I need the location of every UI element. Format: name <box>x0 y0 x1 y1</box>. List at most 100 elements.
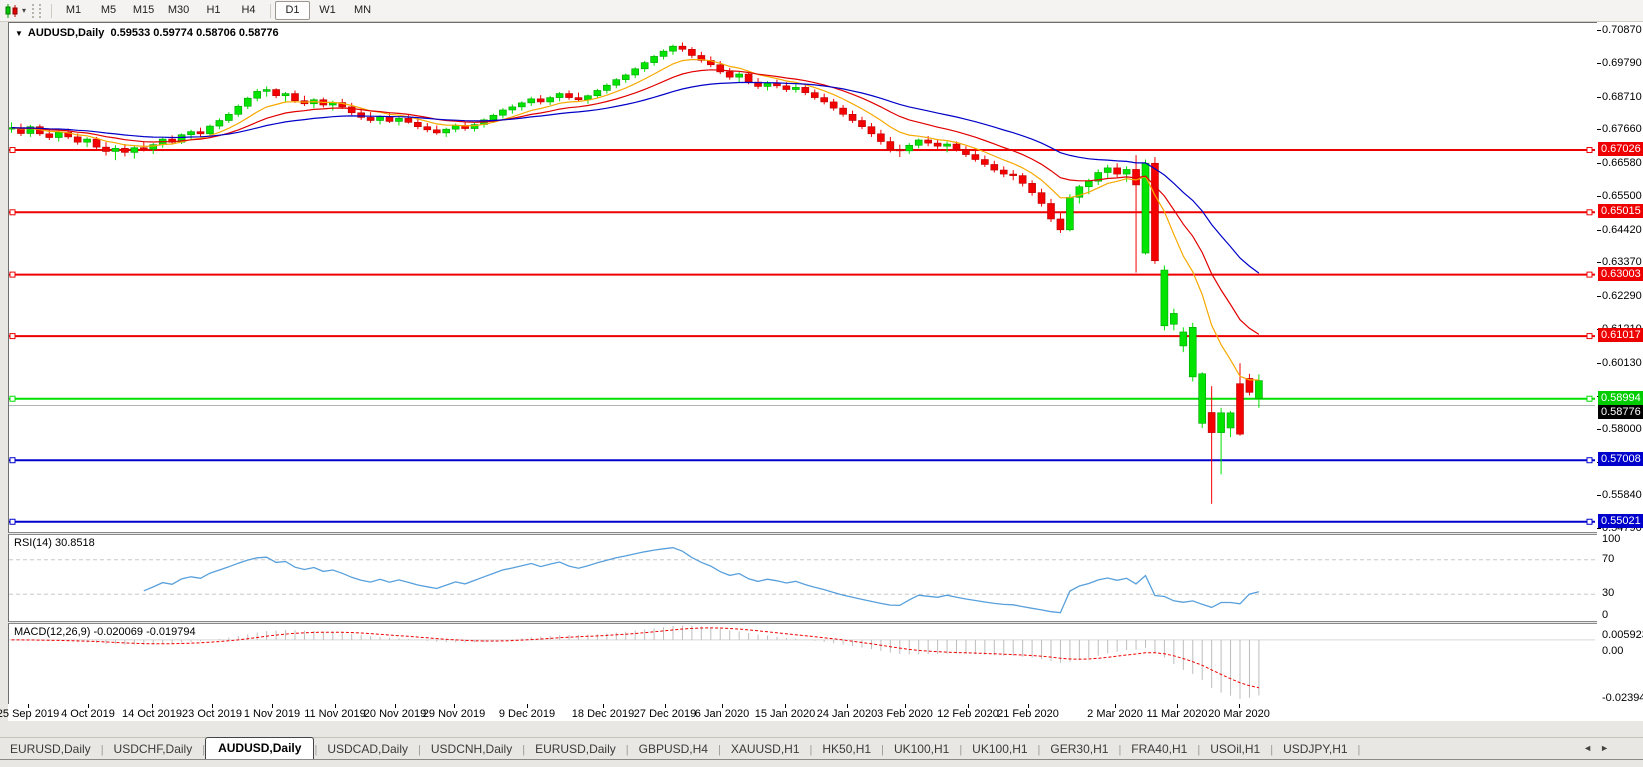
tab-hk50-h1[interactable]: HK50,H1 <box>822 742 872 756</box>
price-tick <box>1597 30 1601 32</box>
tab-separator: | <box>717 744 721 756</box>
line-anchor[interactable] <box>9 518 16 525</box>
chart-title: ▼ AUDUSD,Daily 0.59533 0.59774 0.58706 0.… <box>15 27 279 39</box>
line-anchor[interactable] <box>1586 209 1593 216</box>
line-anchor[interactable] <box>1586 457 1593 464</box>
main-chart-panel[interactable]: ▼ AUDUSD,Daily 0.59533 0.59774 0.58706 0.… <box>8 22 1598 533</box>
top-toolbar: ▾ M1 M5 M15 M30 H1 H4 D1 W1 MN <box>0 0 1643 22</box>
tab-separator: | <box>881 744 884 756</box>
price-axis-label: 0.64420 <box>1602 223 1642 236</box>
rsi-axis-label: 70 <box>1602 552 1615 565</box>
date-label: 15 Jan 2020 <box>754 708 816 720</box>
date-label: 20 Nov 2019 <box>363 708 427 720</box>
tab-gbpusd-h4[interactable]: GBPUSD,H4 <box>638 742 708 756</box>
timeframe-button-h1[interactable]: H1 <box>206 4 221 16</box>
macd-label: MACD(12,26,9) -0.020069 -0.019794 <box>14 626 196 638</box>
tab-usoil-h1[interactable]: USOil,H1 <box>1210 742 1261 756</box>
tab-ger30-h1[interactable]: GER30,H1 <box>1050 742 1109 756</box>
date-label: 11 Nov 2019 <box>304 708 366 720</box>
chart-candles-icon[interactable] <box>3 3 21 18</box>
line-anchor[interactable] <box>1586 147 1593 154</box>
date-label: 25 Sep 2019 <box>0 708 60 720</box>
macd-axis-label: -0.023944 <box>1602 692 1643 704</box>
price-tick <box>1597 527 1601 529</box>
current-price-badge: 0.58776 <box>1598 404 1643 419</box>
timeframe-button-mn[interactable]: MN <box>353 4 372 16</box>
chevron-down-icon[interactable]: ▾ <box>22 6 27 15</box>
tab-xauusd-h1[interactable]: XAUUSD,H1 <box>730 742 800 756</box>
toolbar-separator <box>51 3 53 18</box>
tab-uk100-h1[interactable]: UK100,H1 <box>972 742 1028 756</box>
tab-separator: | <box>809 744 813 756</box>
price-badge-0.58994: 0.58994 <box>1598 390 1643 405</box>
toolbar-separator <box>270 3 272 18</box>
price-axis-label: 0.65500 <box>1602 190 1642 203</box>
line-anchor[interactable] <box>1586 271 1593 278</box>
line-anchor[interactable] <box>1586 395 1593 402</box>
price-axis-label: 0.67660 <box>1602 123 1642 136</box>
rsi-panel[interactable]: RSI(14) 30.8518 <box>8 534 1598 622</box>
tab-scroll-right-icon[interactable]: ► <box>1600 743 1617 753</box>
time-axis[interactable]: 25 Sep 2019 4 Oct 2019 14 Oct 2019 23 Oct 2… <box>0 704 1643 721</box>
tab-eurusd-daily[interactable]: EURUSD,Daily <box>535 742 616 756</box>
date-label: 11 Mar 2020 <box>1146 708 1208 720</box>
rsi-line <box>143 547 1260 614</box>
date-label: 6 Jan 2020 <box>694 708 750 720</box>
price-axis[interactable]: 0.70870 0.69790 0.68710 0.67660 0.66580 0.655… <box>1597 22 1643 704</box>
line-anchor[interactable] <box>1586 518 1593 525</box>
date-tick <box>454 704 455 708</box>
tab-usdchf-daily[interactable]: USDCHF,Daily <box>113 742 193 756</box>
macd-panel[interactable]: MACD(12,26,9) -0.020069 -0.019794 <box>8 623 1598 705</box>
tab-uk100-h1[interactable]: UK100,H1 <box>893 742 950 756</box>
timeframe-button-m30[interactable]: M30 <box>167 4 190 16</box>
rsi-label: RSI(14) 30.8518 <box>14 537 95 549</box>
tab-separator: | <box>100 744 104 756</box>
rsi-axis-label: 30 <box>1602 587 1615 600</box>
line-anchor[interactable] <box>9 209 16 216</box>
date-tick <box>905 704 906 708</box>
date-label: 18 Dec 2019 <box>571 708 635 720</box>
timeframe-button-m1[interactable]: M1 <box>65 4 82 16</box>
price-axis-label: 0.66580 <box>1602 156 1642 169</box>
timeframe-button-m5[interactable]: M5 <box>100 4 117 16</box>
price-axis-label: 0.70870 <box>1602 24 1642 37</box>
chart-tab-bar: EURUSD,Daily | USDCHF,Daily | AUDUSD,Daily | U… <box>0 737 1643 760</box>
price-tick <box>1597 96 1601 98</box>
toolbar-grip[interactable] <box>32 3 42 18</box>
price-tick <box>1597 262 1601 264</box>
date-tick <box>152 704 153 708</box>
date-tick <box>847 704 848 708</box>
date-label: 14 Oct 2019 <box>122 708 182 720</box>
date-tick <box>665 704 666 708</box>
date-label: 3 Feb 2020 <box>877 708 933 720</box>
tab-usdcad-daily[interactable]: USDCAD,Daily <box>327 742 408 756</box>
timeframe-button-d1[interactable]: D1 <box>275 1 311 20</box>
line-anchor[interactable] <box>9 395 16 402</box>
tab-audusd-daily[interactable]: AUDUSD,Daily <box>205 737 315 759</box>
tab-eurusd-daily[interactable]: EURUSD,Daily <box>10 742 91 756</box>
date-label: 29 Nov 2019 <box>422 708 486 720</box>
tab-fra40-h1[interactable]: FRA40,H1 <box>1131 742 1188 756</box>
tab-separator: | <box>1197 744 1201 756</box>
price-axis-label: 0.58000 <box>1602 422 1642 435</box>
line-anchor[interactable] <box>1586 333 1593 340</box>
timeframe-button-h4[interactable]: H4 <box>241 4 256 16</box>
timeframe-button-m15[interactable]: M15 <box>132 4 155 16</box>
line-anchor[interactable] <box>9 271 16 278</box>
price-axis-label: 0.69790 <box>1602 57 1642 70</box>
date-label: 23 Oct 2019 <box>182 708 242 720</box>
tab-scroll-left-icon[interactable]: ◄ <box>1583 743 1601 753</box>
chart-dropdown-icon[interactable]: ▼ <box>15 29 23 38</box>
price-tick <box>1597 196 1601 198</box>
timeframe-button-w1[interactable]: W1 <box>319 4 336 16</box>
tab-separator: | <box>959 744 963 756</box>
line-anchor[interactable] <box>9 147 16 154</box>
tab-usdcnh-daily[interactable]: USDCNH,Daily <box>430 742 513 756</box>
date-label: 20 Mar 2020 <box>1208 708 1270 720</box>
ohlc-values: 0.59533 0.59774 0.58706 0.58776 <box>110 27 279 39</box>
price-tick <box>1597 162 1601 164</box>
line-anchor[interactable] <box>9 457 16 464</box>
date-label: 21 Feb 2020 <box>997 708 1059 720</box>
tab-usdjpy-h1[interactable]: USDJPY,H1 <box>1283 742 1348 756</box>
line-anchor[interactable] <box>9 333 16 340</box>
